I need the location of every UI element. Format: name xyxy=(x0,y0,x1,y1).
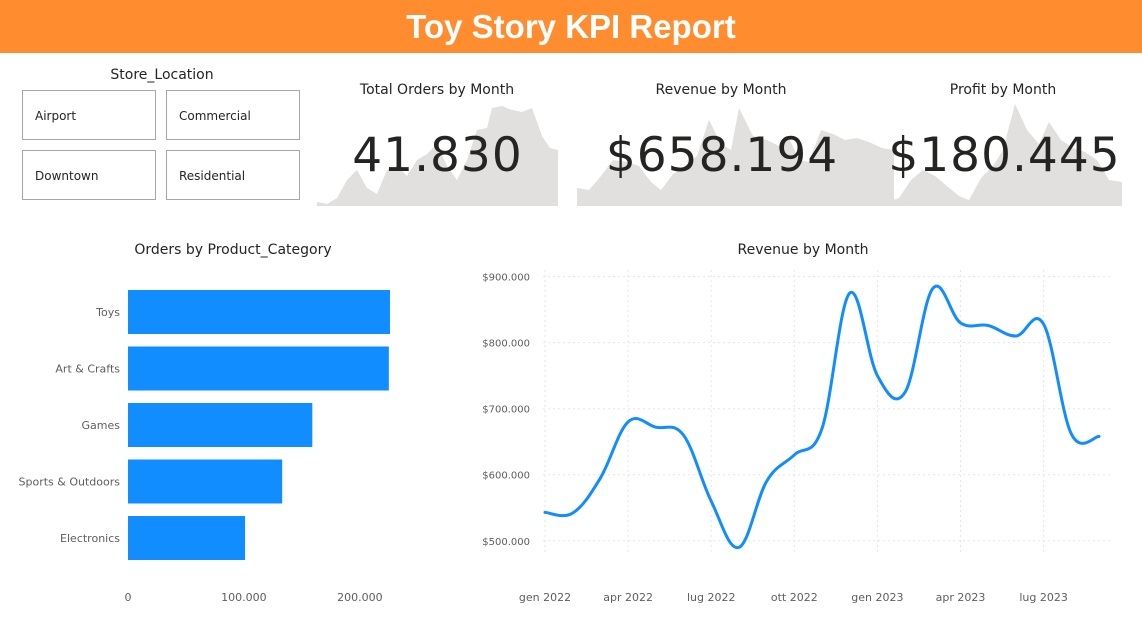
x-tick-label: 100.000 xyxy=(221,591,267,604)
category-label: Art & Crafts xyxy=(55,363,120,376)
kpi-value-profit: $180.445 xyxy=(888,128,1121,183)
orders-by-category-chart: Toys Art & Crafts Games Sports & Outdoors El… xyxy=(19,290,390,604)
x-tick-label: lug 2022 xyxy=(687,591,736,604)
bar-chart-title: Orders by Product_Category xyxy=(134,242,332,258)
slicer-title: Store_Location xyxy=(110,67,214,83)
category-label: Electronics xyxy=(60,532,120,545)
bar xyxy=(128,403,313,447)
bar xyxy=(128,459,283,504)
y-tick-label: $600.000 xyxy=(482,471,530,482)
kpi-value-orders: 41.830 xyxy=(352,128,523,183)
report-title: Toy Story KPI Report xyxy=(0,0,1142,53)
slicer-option-residential[interactable]: Residential xyxy=(166,150,300,200)
y-tick-label: $900.000 xyxy=(482,273,530,284)
slicer-option-airport[interactable]: Airport xyxy=(22,90,156,140)
x-tick-label: gen 2022 xyxy=(519,591,571,604)
x-tick-label: apr 2023 xyxy=(936,591,986,604)
bar xyxy=(128,516,246,560)
kpi-sparkline-profit xyxy=(887,104,1122,206)
slicer-option-commercial[interactable]: Commercial xyxy=(166,90,300,140)
revenue-series-line xyxy=(543,284,1101,549)
kpi-sparkline-orders xyxy=(317,106,558,206)
x-tick-label: 200.000 xyxy=(337,591,383,604)
x-tick-label: lug 2023 xyxy=(1019,591,1068,604)
kpi-sparkline-revenue xyxy=(577,108,894,206)
kpi-value-revenue: $658.194 xyxy=(605,128,839,183)
x-tick-label: ott 2022 xyxy=(771,591,818,604)
category-label: Toys xyxy=(95,306,120,319)
x-tick-label: gen 2023 xyxy=(851,591,903,604)
x-tick-label: apr 2022 xyxy=(603,591,653,604)
x-tick-label: 0 xyxy=(125,591,132,604)
category-label: Sports & Outdoors xyxy=(19,476,121,489)
slicer-option-downtown[interactable]: Downtown xyxy=(22,150,156,200)
bar xyxy=(128,346,389,391)
line-chart-title: Revenue by Month xyxy=(737,242,869,258)
y-tick-label: $800.000 xyxy=(482,339,530,350)
kpi-title-orders: Total Orders by Month xyxy=(359,82,515,98)
revenue-by-month-chart: $500.000 $600.000 $700.000 $800.000 $900.000… xyxy=(482,270,1110,604)
kpi-title-revenue: Revenue by Month xyxy=(655,82,787,98)
y-tick-label: $700.000 xyxy=(482,405,530,416)
bar xyxy=(128,290,390,334)
category-label: Games xyxy=(82,419,121,432)
kpi-title-profit: Profit by Month xyxy=(949,82,1057,98)
y-tick-label: $500.000 xyxy=(482,537,530,548)
